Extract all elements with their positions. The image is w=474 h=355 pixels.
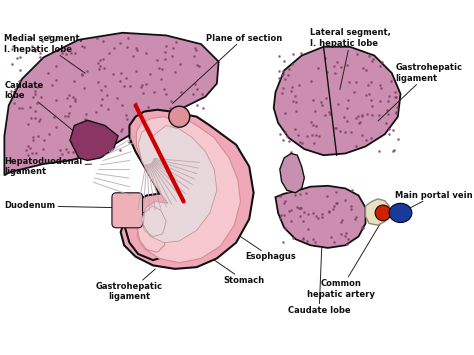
Polygon shape — [121, 110, 254, 269]
Polygon shape — [70, 120, 118, 160]
Text: Plane of section: Plane of section — [173, 33, 282, 103]
Circle shape — [375, 205, 391, 221]
Polygon shape — [138, 125, 217, 243]
Text: Lateral segment,
l. hepatic lobe: Lateral segment, l. hepatic lobe — [310, 28, 392, 89]
Polygon shape — [280, 153, 304, 193]
Text: Stomach: Stomach — [208, 256, 264, 285]
Text: Hepatoduodenal
ligament: Hepatoduodenal ligament — [4, 157, 91, 176]
Text: Gastrohepatic
ligament: Gastrohepatic ligament — [378, 63, 462, 121]
Polygon shape — [137, 117, 240, 263]
Text: Main portal vein: Main portal vein — [395, 191, 473, 212]
Polygon shape — [273, 47, 401, 155]
Text: Duodenum: Duodenum — [4, 201, 115, 211]
Text: Gastrohepatic
ligament: Gastrohepatic ligament — [96, 269, 163, 301]
Polygon shape — [275, 186, 365, 248]
Ellipse shape — [389, 203, 412, 223]
Text: Caudate lobe: Caudate lobe — [288, 248, 350, 315]
Text: Caudate
lobe: Caudate lobe — [4, 81, 72, 130]
Polygon shape — [365, 199, 389, 225]
FancyBboxPatch shape — [112, 193, 143, 228]
Text: Esophagus: Esophagus — [208, 214, 296, 261]
Polygon shape — [4, 33, 219, 175]
Text: Medial segment,
l. hepatic lobe: Medial segment, l. hepatic lobe — [4, 34, 85, 73]
Text: Common
hepatic artery: Common hepatic artery — [307, 222, 382, 299]
Circle shape — [169, 106, 190, 127]
